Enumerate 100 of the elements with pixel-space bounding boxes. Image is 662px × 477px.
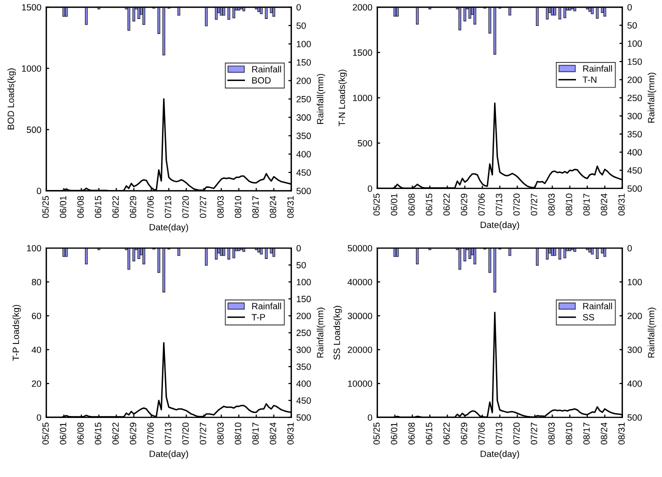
y2-tick-label: 50 xyxy=(628,22,637,29)
x-axis-title: Date(day) xyxy=(150,224,188,232)
y2-tick-label: 500 xyxy=(628,414,642,421)
y2-tick-label: 50 xyxy=(296,22,306,29)
x-tick-label: 06/08 xyxy=(77,422,84,444)
y2-tick-label: 150 xyxy=(296,296,311,302)
legend-label: T-P xyxy=(252,314,266,320)
y2-tick-label: 400 xyxy=(627,380,642,387)
y2-tick-label: 400 xyxy=(296,380,311,387)
y2-axis-title: Rainfall(mm) xyxy=(648,308,656,358)
bar xyxy=(272,7,276,17)
y2-tick-label: 450 xyxy=(627,167,642,174)
y2-tick-label: 350 xyxy=(296,364,311,370)
y2-tick-label: 300 xyxy=(296,114,311,121)
bar xyxy=(64,248,68,257)
y-tick-label: 20000 xyxy=(348,346,372,353)
y2-axis-title: Rainfall(mm) xyxy=(316,308,326,358)
y-tick-label: 100 xyxy=(27,245,42,252)
legend-label: Rainfall xyxy=(252,302,282,310)
y2-tick-label: 300 xyxy=(627,112,642,120)
y2-tick-label: 150 xyxy=(628,58,642,65)
y-tick-label: 0 xyxy=(368,414,372,421)
x-tick-label: 06/29 xyxy=(130,196,136,218)
x-tick-label: 07/13 xyxy=(496,194,502,216)
y2-tick-label: 450 xyxy=(296,397,311,404)
x-tick-label: 08/10 xyxy=(566,422,572,444)
x-tick-label: 05/25 xyxy=(42,422,49,444)
x-tick-label: 06/01 xyxy=(390,194,398,216)
y-tick-label: 0 xyxy=(36,414,42,421)
y-tick-label: 0 xyxy=(368,185,372,192)
x-tick-label: 07/27 xyxy=(200,196,206,218)
y2-tick-label: 50 xyxy=(296,262,306,268)
x-tick-label: 08/03 xyxy=(217,422,224,444)
x-tick-label: 06/29 xyxy=(460,194,468,216)
x-tick-label: 07/20 xyxy=(182,196,189,218)
x-tick-label: 08/17 xyxy=(252,196,259,218)
y2-tick-label: 200 xyxy=(296,78,311,84)
y2-tick-label: 100 xyxy=(296,278,311,286)
x-tick-label: 06/15 xyxy=(94,196,102,218)
x-tick-label: 07/13 xyxy=(496,422,502,444)
x-tick-label: 08/31 xyxy=(287,422,294,444)
legend-label: SS xyxy=(582,314,594,320)
y2-axis-title: Rainfall(mm) xyxy=(316,74,326,124)
y-tick-label: 60 xyxy=(32,312,42,320)
y-axis-title: BOD Loads(kg) xyxy=(7,68,16,130)
y2-tick-label: 150 xyxy=(296,59,311,66)
y2-tick-label: 100 xyxy=(628,40,642,47)
x-tick-label: 06/22 xyxy=(112,196,119,218)
legend-label: Rainfall xyxy=(583,65,612,72)
y2-tick-label: 200 xyxy=(628,76,642,84)
x-tick-label: 07/20 xyxy=(513,422,520,444)
y-axis-title: T-P Loads(kg) xyxy=(12,304,21,361)
x-tick-label: 06/15 xyxy=(426,194,432,216)
x-tick-label: 08/03 xyxy=(217,196,224,218)
x-tick-label: 07/13 xyxy=(164,422,172,444)
x-tick-label: 07/27 xyxy=(530,194,538,216)
x-tick-label: 06/29 xyxy=(460,422,468,444)
y-tick-label: 1000 xyxy=(22,65,42,72)
x-tick-label: 06/01 xyxy=(60,196,66,218)
x-tick-label: 05/25 xyxy=(42,196,49,218)
x-tick-label: 08/03 xyxy=(548,422,555,444)
y-axis-title: T-N Loads(kg) xyxy=(338,70,347,126)
y-tick-label: 1500 xyxy=(22,4,42,11)
x-tick-label: 07/06 xyxy=(147,422,154,444)
x-tick-label: 06/22 xyxy=(443,194,450,216)
y2-tick-label: 500 xyxy=(628,185,642,192)
x-tick-label: 06/22 xyxy=(443,422,450,444)
x-tick-label: 06/01 xyxy=(60,422,66,444)
y2-tick-label: 100 xyxy=(296,40,311,48)
y2-tick-label: 500 xyxy=(296,188,311,194)
legend-label: Rainfall xyxy=(583,302,612,310)
x-tick-label: 06/22 xyxy=(112,422,119,444)
y-tick-label: 10000 xyxy=(348,380,372,387)
x-tick-label: 06/01 xyxy=(390,422,398,444)
x-tick-label: 07/27 xyxy=(530,422,538,444)
x-tick-label: 07/27 xyxy=(200,422,206,444)
y2-tick-label: 250 xyxy=(296,96,311,102)
y2-tick-label: 350 xyxy=(296,132,311,140)
y2-tick-label: 0 xyxy=(296,245,301,252)
x-tick-label: 05/25 xyxy=(373,194,380,216)
y-tick-label: 1500 xyxy=(353,49,372,56)
x-tick-label: 07/06 xyxy=(478,194,485,216)
x-tick-label: 08/31 xyxy=(618,194,625,216)
x-tick-label: 06/15 xyxy=(94,422,102,444)
y2-tick-label: 200 xyxy=(296,312,311,320)
y2-tick-label: 350 xyxy=(627,131,642,138)
x-axis-title: Date(day) xyxy=(480,450,520,459)
y-axis-title: SS Loads(kg) xyxy=(333,306,342,360)
y2-tick-label: 0 xyxy=(627,4,632,11)
x-tick-label: 07/06 xyxy=(147,196,154,218)
x-tick-label: 06/08 xyxy=(77,196,84,218)
bar xyxy=(396,248,399,257)
x-tick-label: 08/24 xyxy=(600,422,608,444)
x-tick-label: 06/29 xyxy=(130,422,136,444)
x-tick-label: 08/31 xyxy=(618,422,625,444)
x-tick-label: 06/15 xyxy=(426,422,432,444)
x-tick-label: 08/24 xyxy=(600,194,608,216)
x-tick-label: 06/08 xyxy=(408,194,415,216)
x-tick-label: 08/10 xyxy=(566,194,572,216)
y-tick-label: 2000 xyxy=(352,4,372,11)
